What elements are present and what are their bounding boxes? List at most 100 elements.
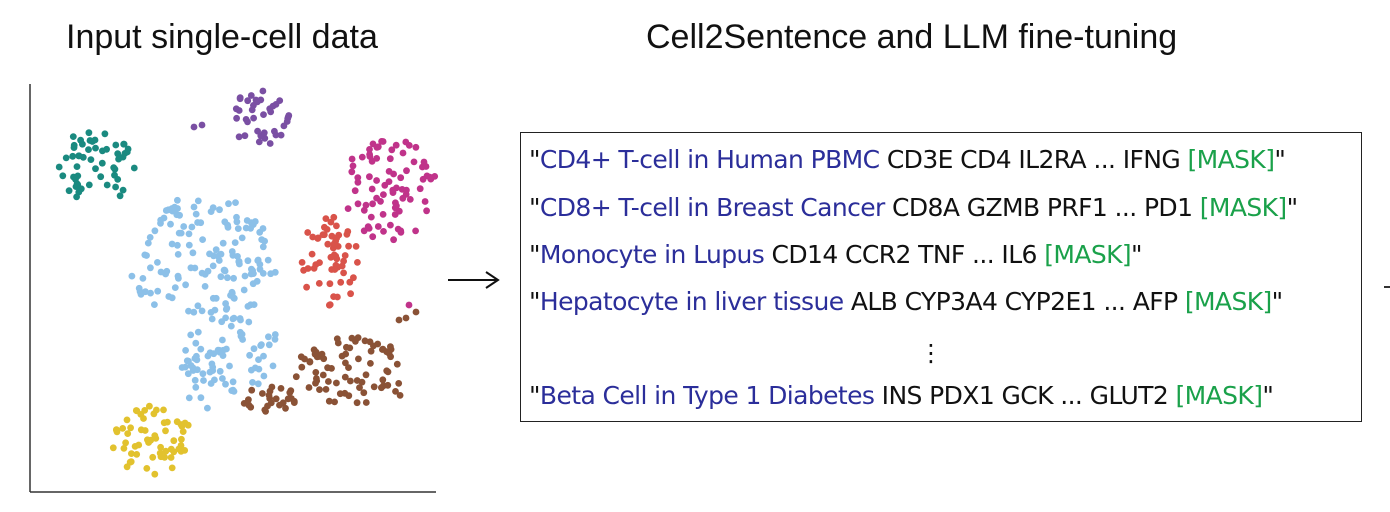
single-cell-scatter-plot xyxy=(29,84,439,493)
input-data-title: Input single-cell data xyxy=(66,18,378,56)
light-blue-cluster-cell xyxy=(259,270,267,277)
teal-cluster-cell xyxy=(79,140,86,148)
brown-cluster-cell xyxy=(356,384,363,391)
teal-cluster-cell xyxy=(114,150,122,158)
yellow-cluster-cell xyxy=(119,425,127,432)
light-blue-cluster-cell xyxy=(271,331,279,338)
light-blue-cluster-cell xyxy=(209,204,217,212)
light-blue-cluster-cell xyxy=(209,363,217,371)
brown-cluster-cell xyxy=(322,386,330,393)
brown-cluster-cell xyxy=(370,342,377,350)
teal-cluster-cell xyxy=(115,155,122,163)
quote-open: " xyxy=(529,193,541,222)
brown-cluster-cell xyxy=(367,347,375,355)
purple-cluster-cell xyxy=(247,92,255,99)
brown-cluster-cell xyxy=(277,385,285,392)
light-blue-cluster-cell xyxy=(192,210,200,218)
light-blue-cluster-cell xyxy=(185,241,193,249)
light-blue-cluster-cell xyxy=(222,314,230,322)
teal-cluster-cell xyxy=(124,145,132,153)
cell-type-label: CD4+ T-cell in Human PBMC xyxy=(539,145,880,174)
light-blue-cluster-cell xyxy=(264,256,272,264)
cell-type-label: Beta Cell in Type 1 Diabetes xyxy=(539,381,875,410)
light-blue-cluster-cell xyxy=(143,252,150,259)
light-blue-cluster-cell xyxy=(250,345,258,353)
purple-cluster-cell xyxy=(244,118,251,126)
red-cluster-cell xyxy=(308,250,316,258)
light-blue-cluster-cell xyxy=(249,379,256,386)
light-blue-cluster-cell xyxy=(223,345,230,353)
red-cluster-cell xyxy=(354,259,361,266)
light-blue-cluster-cell xyxy=(192,339,200,347)
teal-cluster-cell xyxy=(98,159,106,167)
light-blue-cluster-cell xyxy=(241,272,249,280)
purple-cluster-cell xyxy=(267,108,275,116)
magenta-cluster-cell xyxy=(402,138,410,146)
teal-cluster-cell xyxy=(55,163,63,171)
teal-cluster-cell xyxy=(70,144,78,151)
light-blue-cluster-cell xyxy=(168,205,176,212)
light-blue-cluster-cell xyxy=(226,362,233,370)
red-cluster-cell xyxy=(320,231,328,239)
magenta-cluster-cell xyxy=(348,155,356,163)
brown-cluster-cell xyxy=(393,360,401,368)
magenta-cluster-cell xyxy=(349,162,357,170)
teal-cluster-cell xyxy=(69,152,77,160)
light-blue-cluster-cell xyxy=(230,274,238,282)
light-blue-cluster-cell xyxy=(154,287,162,295)
yellow-cluster-cell xyxy=(150,410,158,418)
brown-cluster-cell xyxy=(325,378,332,385)
light-blue-cluster-cell xyxy=(240,286,248,294)
light-blue-cluster-cell xyxy=(190,203,198,211)
brown-cluster-cell xyxy=(305,384,313,391)
cell-sentence-5: "Beta Cell in Type 1 Diabetes INS PDX1 G… xyxy=(529,381,1274,410)
brown-cluster-cell xyxy=(396,392,404,399)
brown-cluster-cell xyxy=(333,379,340,387)
light-blue-cluster-cell xyxy=(144,239,152,247)
purple-cluster-cell xyxy=(233,114,241,122)
teal-cluster-cell xyxy=(65,187,73,195)
yellow-cluster-cell xyxy=(120,445,128,452)
light-blue-cluster-cell xyxy=(271,335,279,343)
teal-cluster-cell xyxy=(103,181,111,189)
light-blue-cluster-cell xyxy=(211,376,218,384)
yellow-cluster-cell xyxy=(137,411,145,418)
yellow-cluster-cell xyxy=(133,451,141,458)
brown-cluster-cell xyxy=(342,350,350,358)
magenta-cluster-cell xyxy=(368,185,376,193)
purple-cluster-cell xyxy=(252,96,260,104)
purple-cluster-cell xyxy=(280,122,288,130)
light-blue-cluster-cell xyxy=(216,367,224,375)
light-blue-cluster-cell xyxy=(197,394,205,402)
brown-cluster-cell xyxy=(345,392,353,400)
red-cluster-cell xyxy=(352,243,360,250)
light-blue-cluster-cell xyxy=(151,301,158,308)
light-blue-cluster-cell xyxy=(225,200,232,208)
red-cluster-cell xyxy=(337,278,345,286)
magenta-cluster-cell xyxy=(369,200,376,208)
light-blue-cluster-cell xyxy=(221,218,229,226)
brown-cluster-cell xyxy=(387,353,394,361)
light-blue-cluster-cell xyxy=(199,370,207,378)
brown-cluster-cell xyxy=(355,355,362,363)
brown-cluster-cell xyxy=(265,391,273,399)
light-blue-cluster-cell xyxy=(243,217,251,224)
teal-cluster-cell xyxy=(72,183,80,190)
light-blue-cluster-cell xyxy=(168,240,176,248)
magenta-cluster-cell xyxy=(419,175,427,183)
brown-cluster-cell xyxy=(286,389,294,396)
light-blue-cluster-cell xyxy=(192,383,200,391)
mask-token: [MASK] xyxy=(1044,240,1132,269)
brown-cluster-cell xyxy=(259,390,266,397)
teal-cluster-cell xyxy=(112,141,120,149)
light-blue-cluster-cell xyxy=(167,220,174,228)
cell-sentence-1: "CD4+ T-cell in Human PBMC CD3E CD4 IL2R… xyxy=(529,145,1286,174)
magenta-cluster-cell xyxy=(379,138,387,145)
yellow-cluster-cell xyxy=(179,428,187,435)
yellow-cluster-cell xyxy=(157,443,165,451)
quote-close: " xyxy=(1274,145,1286,174)
brown-cluster-cell xyxy=(282,404,289,412)
light-blue-cluster-cell xyxy=(244,303,252,310)
teal-cluster-cell xyxy=(89,138,96,145)
brown-cluster-cell xyxy=(358,378,366,386)
